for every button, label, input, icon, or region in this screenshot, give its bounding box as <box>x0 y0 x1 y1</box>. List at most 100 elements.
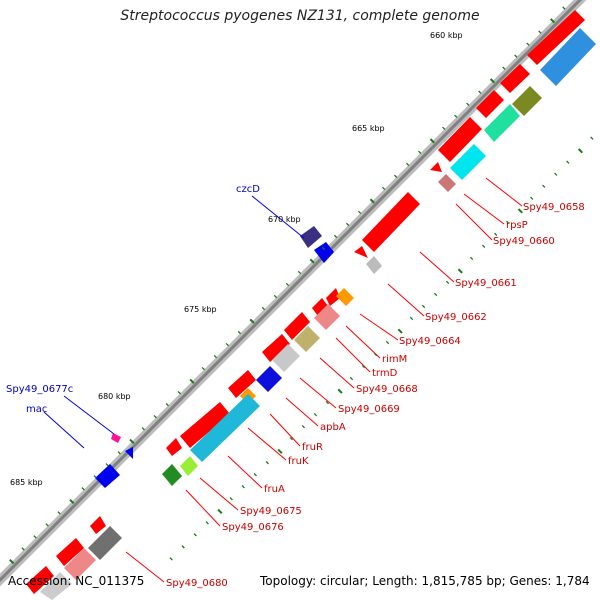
gene-marker-blue <box>125 447 133 459</box>
scale-tick-minor <box>373 352 378 357</box>
scale-tick-minor <box>466 102 470 106</box>
label-leaders-blue <box>43 195 305 449</box>
leader-Spy49_0676 <box>185 489 221 527</box>
scale-tick-minor <box>193 533 197 537</box>
gene-label-Spy49_0677c: Spy49_0677c <box>6 384 73 395</box>
scale-tick-minor <box>237 330 242 335</box>
scale-tick-minor <box>357 210 362 215</box>
gene-label-Spy49_0680: Spy49_0680 <box>166 578 228 589</box>
gene-fruK <box>166 438 182 456</box>
scale-tick-minor <box>177 391 181 395</box>
map-title: Streptococcus pyogenes NZ131, complete g… <box>120 8 480 24</box>
gene-label-mac: mac <box>26 404 47 415</box>
scale-tick-minor <box>265 461 269 465</box>
gene-label-rpsP: rpsP <box>506 220 528 231</box>
scale-tick-minor <box>442 126 446 130</box>
scale-tick-minor <box>506 220 510 224</box>
scale-tick-minor <box>21 547 25 551</box>
scale-tick-minor <box>105 463 109 467</box>
scale-tick-minor <box>313 412 318 417</box>
scale-ticks <box>9 6 594 565</box>
scale-tick-minor <box>253 473 257 477</box>
gene-teal-1 <box>484 104 520 142</box>
scale-label-680: 680 kbp <box>98 392 131 401</box>
gene-Spy49_0662 <box>326 288 340 306</box>
scale-tick-major <box>517 208 523 214</box>
scale-tick-minor <box>261 306 266 311</box>
gene-rimM <box>312 298 328 316</box>
gene-blue-1 <box>540 28 596 86</box>
gene-label-Spy49_0660: Spy49_0660 <box>493 236 555 247</box>
gene-Spy49_0668 <box>262 334 290 362</box>
scale-tick-major <box>577 148 584 154</box>
gene-label-Spy49_0676: Spy49_0676 <box>222 522 284 533</box>
gene-label-Spy49_0661: Spy49_0661 <box>455 278 517 289</box>
leader-Spy49_0664 <box>359 313 399 341</box>
gene-czcD-shadow <box>300 226 322 248</box>
gene-label-fruR: fruR <box>302 442 323 453</box>
gene-apbA <box>228 370 256 398</box>
gene-label-fruK: fruK <box>288 456 309 467</box>
scale-tick-minor <box>530 196 534 200</box>
gene-grey-4 <box>40 572 72 600</box>
gene-labels-forward: Spy49_0658 rpsP Spy49_0660 Spy49_0661 Sp… <box>166 202 585 589</box>
gene-label-Spy49_0664: Spy49_0664 <box>399 336 461 347</box>
leader-rimM <box>345 325 381 359</box>
scale-tick-minor <box>393 174 398 179</box>
scale-tick-minor <box>229 497 233 501</box>
forward-strand-genes <box>26 10 596 600</box>
gene-Spy49_0661b <box>354 246 368 258</box>
gene-Spy49_0669 <box>256 366 282 392</box>
gene-labels-reverse: czcD Spy49_0677c mac <box>6 184 260 415</box>
leader-Spy49_0677c <box>63 395 115 435</box>
leader-Spy49_0661 <box>419 251 455 283</box>
gene-label-rimM: rimM <box>382 354 407 365</box>
scale-tick-minor <box>433 292 438 297</box>
leader-fruR <box>269 413 301 447</box>
leader-czcD <box>251 195 305 239</box>
scale-tick-major <box>549 18 556 24</box>
scale-tick-minor <box>325 400 330 405</box>
gene-pink-1 <box>314 304 340 330</box>
gene-Spy49_0655 <box>527 10 585 65</box>
gene-label-trmD: trmD <box>372 368 398 379</box>
scale-tick-minor <box>406 162 410 166</box>
scale-label-685: 685 kbp <box>10 478 43 487</box>
leader-Spy49_0662 <box>387 283 425 317</box>
leader-Spy49_0660 <box>455 203 493 241</box>
scale-tick-minor <box>289 436 294 441</box>
gene-label-czcD: czcD <box>236 184 260 195</box>
scale-tick-major <box>489 78 496 84</box>
scale-tick-minor <box>93 475 97 479</box>
scale-tick-minor <box>554 172 558 176</box>
scale-tick-minor <box>117 451 121 455</box>
scale-tick-major <box>457 268 463 274</box>
leader-apbA <box>285 397 319 427</box>
gene-pink-small <box>438 174 456 192</box>
gene-Spy49_0656 <box>500 64 530 93</box>
scale-tick-major <box>337 388 343 394</box>
accession-text: Accession: NC_011375 <box>8 574 145 588</box>
scale-tick-minor <box>361 364 366 369</box>
scale-tick-major <box>9 559 15 565</box>
gene-Spy49_0657 <box>476 90 504 118</box>
scale-tick-minor <box>562 6 566 10</box>
gene-label-Spy49_0662: Spy49_0662 <box>425 312 487 323</box>
gene-rpsP <box>430 162 442 172</box>
gene-Spy49_0678 <box>56 538 84 566</box>
scale-tick-minor <box>454 114 458 118</box>
gene-label-apbA: apbA <box>320 422 346 433</box>
leader-fruK <box>247 427 287 461</box>
gene-fruR <box>180 402 230 448</box>
scale-tick-minor <box>181 545 185 549</box>
scale-tick-minor <box>418 150 422 154</box>
scale-tick-minor <box>57 511 61 515</box>
scale-tick-minor <box>381 186 386 191</box>
gene-trmD <box>284 312 310 340</box>
scale-tick-minor <box>514 54 518 58</box>
scale-tick-minor <box>285 282 290 287</box>
scale-tick-minor <box>241 485 245 489</box>
gene-Spy49_0679 <box>26 566 54 594</box>
leader-Spy49_0658 <box>485 177 523 207</box>
